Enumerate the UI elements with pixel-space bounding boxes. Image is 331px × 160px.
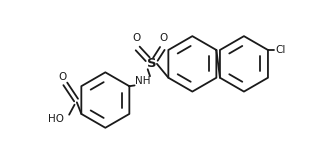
Text: O: O: [132, 33, 140, 43]
Text: HO: HO: [48, 114, 64, 124]
Text: Cl: Cl: [276, 45, 286, 55]
Text: O: O: [58, 72, 66, 82]
Text: O: O: [160, 33, 168, 43]
Text: NH: NH: [135, 76, 150, 86]
Text: S: S: [147, 57, 156, 70]
